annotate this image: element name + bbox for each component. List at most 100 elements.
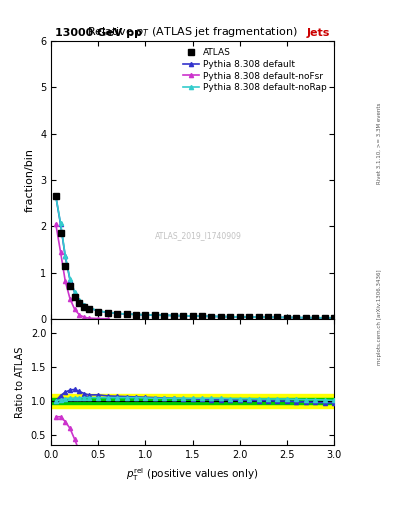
Line: ATLAS: ATLAS [53,194,337,321]
Pythia 8.308 default-noFsr [86,315,91,321]
Bar [51,398,334,404]
ATLAS [96,309,101,315]
Pythia 8.308 default-noRap [200,313,204,319]
ATLAS [294,314,299,321]
Pythia 8.308 default [303,314,308,321]
Pythia 8.308 default-noFsr [82,314,86,321]
Pythia 8.308 default [152,312,157,318]
Pythia 8.308 default [124,311,129,317]
Pythia 8.308 default-noRap [124,311,129,317]
Text: 13000 GeV pp: 13000 GeV pp [55,28,142,38]
Pythia 8.308 default [275,314,280,321]
Pythia 8.308 default-noRap [332,315,336,321]
Pythia 8.308 default-noRap [181,313,185,319]
Bar [51,394,334,408]
ATLAS [134,312,138,318]
Pythia 8.308 default-noRap [152,312,157,318]
ATLAS [219,314,223,320]
Pythia 8.308 default-noRap [275,314,280,321]
Pythia 8.308 default-noRap [228,314,233,320]
ATLAS [322,315,327,321]
ATLAS [266,314,270,321]
Pythia 8.308 default [256,314,261,320]
Pythia 8.308 default [105,309,110,315]
Pythia 8.308 default-noRap [77,297,82,303]
Pythia 8.308 default [237,314,242,320]
ATLAS [105,310,110,316]
Pythia 8.308 default [322,315,327,321]
Pythia 8.308 default-noRap [72,289,77,295]
ATLAS [285,314,289,321]
Pythia 8.308 default-noFsr [72,306,77,312]
Pythia 8.308 default-noRap [53,193,58,199]
Pythia 8.308 default-noFsr [77,312,82,318]
ATLAS [256,314,261,321]
ATLAS [68,283,72,289]
Pythia 8.308 default [209,313,214,319]
ATLAS [63,263,68,269]
Pythia 8.308 default [68,276,72,283]
Pythia 8.308 default-noRap [294,314,299,321]
Y-axis label: fraction/bin: fraction/bin [24,148,35,212]
Line: Pythia 8.308 default-noRap: Pythia 8.308 default-noRap [54,194,336,320]
Pythia 8.308 default [115,310,119,316]
Pythia 8.308 default [219,313,223,319]
Pythia 8.308 default-noRap [134,311,138,317]
Text: ATLAS_2019_I1740909: ATLAS_2019_I1740909 [155,231,242,240]
Pythia 8.308 default-noRap [285,314,289,321]
ATLAS [332,315,336,321]
Pythia 8.308 default-noRap [115,310,119,316]
ATLAS [152,312,157,318]
Pythia 8.308 default [143,312,148,318]
Pythia 8.308 default-noRap [322,315,327,321]
Pythia 8.308 default [53,193,58,199]
Pythia 8.308 default-noFsr [105,316,110,322]
ATLAS [190,313,195,319]
Pythia 8.308 default-noRap [63,252,68,259]
Pythia 8.308 default-noRap [82,302,86,308]
X-axis label: $p_{\rm T}^{\rm rel}$ (positive values only): $p_{\rm T}^{\rm rel}$ (positive values o… [127,466,259,483]
Pythia 8.308 default-noRap [143,312,148,318]
Pythia 8.308 default-noRap [256,314,261,320]
Pythia 8.308 default [96,308,101,314]
ATLAS [162,312,167,318]
Pythia 8.308 default [200,313,204,319]
Pythia 8.308 default [294,314,299,321]
ATLAS [115,311,119,317]
ATLAS [247,314,252,321]
Pythia 8.308 default-noRap [303,314,308,321]
Pythia 8.308 default [72,290,77,296]
Legend: ATLAS, Pythia 8.308 default, Pythia 8.308 default-noFsr, Pythia 8.308 default-no: ATLAS, Pythia 8.308 default, Pythia 8.30… [180,46,330,95]
Pythia 8.308 default-noRap [209,313,214,319]
Pythia 8.308 default [228,314,233,320]
Pythia 8.308 default-noFsr [63,278,68,284]
Pythia 8.308 default [134,311,138,317]
ATLAS [53,193,58,199]
Pythia 8.308 default [86,305,91,311]
Pythia 8.308 default-noRap [68,276,72,282]
Pythia 8.308 default [332,315,336,321]
Y-axis label: Ratio to ATLAS: Ratio to ATLAS [15,347,25,418]
Pythia 8.308 default-noFsr [96,315,101,322]
Pythia 8.308 default [266,314,270,321]
ATLAS [303,315,308,321]
Pythia 8.308 default [247,314,252,320]
Line: Pythia 8.308 default-noFsr: Pythia 8.308 default-noFsr [54,222,110,321]
ATLAS [77,300,82,306]
ATLAS [275,314,280,321]
ATLAS [58,230,63,237]
ATLAS [209,314,214,320]
Pythia 8.308 default-noRap [162,312,167,318]
Text: Jets: Jets [307,28,330,38]
Title: Relative $p_T$ (ATLAS jet fragmentation): Relative $p_T$ (ATLAS jet fragmentation) [87,26,298,39]
Pythia 8.308 default-noRap [237,314,242,320]
Pythia 8.308 default [162,312,167,318]
ATLAS [143,312,148,318]
Pythia 8.308 default-noRap [58,220,63,226]
Pythia 8.308 default-noFsr [58,249,63,255]
Pythia 8.308 default [63,253,68,260]
Pythia 8.308 default [77,297,82,304]
Pythia 8.308 default [181,313,185,319]
Pythia 8.308 default [285,314,289,321]
ATLAS [313,315,318,321]
